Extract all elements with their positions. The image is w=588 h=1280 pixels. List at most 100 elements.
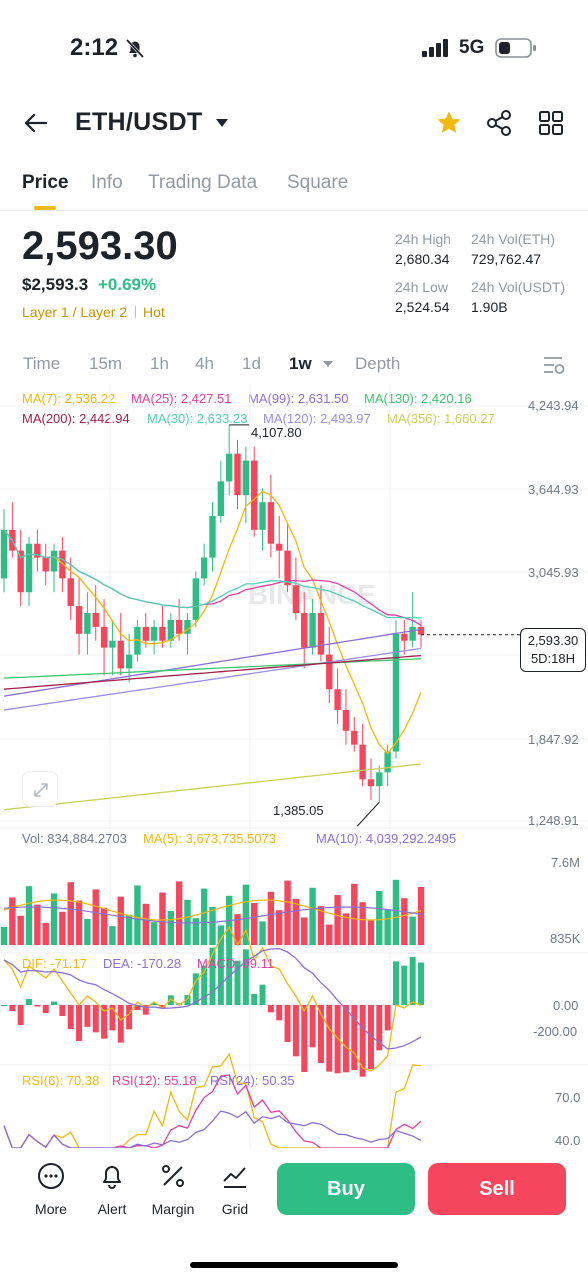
- ma99-line: [3, 628, 422, 697]
- grid-layout-icon[interactable]: [538, 110, 564, 136]
- volume-bar: [276, 910, 283, 945]
- ma356-legend: MA(356): 1,660.27: [387, 411, 495, 426]
- candle: [284, 550, 291, 586]
- volume-bar: [134, 885, 141, 945]
- candlestick-chart[interactable]: BINANCE: [0, 385, 588, 1148]
- macd-histogram-bar: [101, 1005, 108, 1039]
- rsi12-line: [3, 1074, 422, 1148]
- volume-bar: [401, 898, 408, 945]
- rsi-axis-70: 70.0: [555, 1090, 581, 1105]
- macd-histogram-bar: [409, 957, 416, 1005]
- back-arrow-icon[interactable]: [22, 110, 50, 136]
- high-annotation: 4,107.80: [251, 425, 302, 440]
- volume-bar: [125, 915, 133, 945]
- candle: [234, 453, 241, 496]
- tab-square[interactable]: Square: [287, 172, 349, 193]
- macd-histogram-bar: [359, 1005, 366, 1077]
- macd-histogram-bar: [151, 1003, 158, 1005]
- pair-title[interactable]: ETH/USDT: [75, 108, 203, 136]
- volume-bar: [200, 888, 208, 945]
- more-button[interactable]: More: [21, 1162, 81, 1217]
- interval-dropdown-icon[interactable]: [322, 360, 334, 369]
- macd-histogram-bar: [292, 1005, 299, 1057]
- macd-histogram-bar: [67, 1005, 74, 1029]
- favorite-star-icon[interactable]: [434, 109, 464, 137]
- volume-bar: [109, 926, 116, 945]
- expand-icon: [34, 783, 48, 797]
- macd-histogram-bar: [92, 1005, 99, 1033]
- volume-bar: [100, 907, 108, 945]
- fullscreen-button[interactable]: [22, 771, 58, 807]
- low-annotation: 1,385.05: [273, 803, 324, 818]
- interval-1w[interactable]: 1w: [289, 354, 312, 373]
- macd-histogram-bar: [1, 1005, 7, 1006]
- interval-depth[interactable]: Depth: [355, 354, 401, 373]
- volume-bar: [359, 902, 366, 945]
- tab-trading-data[interactable]: Trading Data: [148, 172, 258, 193]
- grid-trading-icon: [223, 1167, 246, 1188]
- volume-bar: [42, 923, 49, 945]
- volume-bar: [217, 925, 225, 945]
- current-price-tag[interactable]: 2,593.30 5D:18H: [520, 628, 586, 672]
- rsi24-legend: RSI(24): 50.35: [210, 1073, 295, 1088]
- interval-15m[interactable]: 15m: [89, 354, 123, 373]
- grid-label: Grid: [221, 1201, 249, 1217]
- interval-time[interactable]: Time: [23, 354, 61, 373]
- tab-price[interactable]: Price: [22, 172, 69, 193]
- candle: [50, 550, 58, 572]
- interval-1d[interactable]: 1d: [242, 354, 261, 373]
- volume-bar: [0, 927, 8, 945]
- macd-histogram-bar: [76, 1005, 83, 1041]
- macd-value-legend: MACD: 99.11: [197, 956, 275, 971]
- tab-info[interactable]: Info: [91, 172, 123, 193]
- volume-bar: [34, 904, 41, 945]
- margin-button[interactable]: Margin: [143, 1162, 203, 1217]
- macd-dif-line: [3, 925, 422, 1072]
- candle: [109, 640, 116, 648]
- network-type: 5G: [459, 37, 485, 58]
- candle: [409, 626, 416, 641]
- candle: [351, 730, 358, 745]
- vol-eth-label: 24h Vol(ETH): [471, 231, 556, 247]
- ma7-line: [3, 490, 422, 755]
- current-price-tag-value: 2,593.30: [527, 633, 579, 648]
- usd-price: $2,593.3: [22, 275, 89, 294]
- volume-bar: [84, 919, 91, 945]
- macd-histogram-bar: [376, 1005, 383, 1051]
- macd-histogram-bar: [276, 1005, 283, 1021]
- chart-settings-icon[interactable]: [542, 354, 566, 376]
- volume-bar: [267, 891, 275, 945]
- volume-bar: [142, 903, 149, 945]
- grid-button[interactable]: Grid: [205, 1162, 265, 1217]
- candle: [292, 585, 300, 614]
- volume-bar: [25, 886, 33, 945]
- pair-dropdown-icon[interactable]: [214, 117, 230, 129]
- ma356-line: [3, 763, 422, 811]
- macd-histogram-bar: [159, 1005, 166, 1008]
- interval-4h[interactable]: 4h: [195, 354, 214, 373]
- volume-ma5-legend: MA(5): 3,673,735.5073: [143, 831, 276, 846]
- candle: [117, 640, 124, 669]
- sell-button[interactable]: Sell: [428, 1163, 566, 1215]
- macd-histogram-bar: [259, 984, 266, 1005]
- hot-tag[interactable]: Hot: [143, 304, 165, 320]
- interval-1h[interactable]: 1h: [150, 354, 169, 373]
- volume-bar: [150, 922, 158, 945]
- volume-axis-top: 7.6M: [551, 855, 580, 870]
- volume-bar: [409, 916, 416, 945]
- category-tag[interactable]: Layer 1 / Layer 2: [22, 304, 128, 320]
- alert-button[interactable]: Alert: [82, 1162, 142, 1217]
- macd-axis-zero: 0.00: [553, 998, 579, 1013]
- macd-histogram-bar: [401, 965, 408, 1005]
- macd-histogram-bar: [309, 1005, 316, 1048]
- macd-histogram-bar: [226, 930, 233, 1005]
- candle: [267, 502, 275, 544]
- ma30-legend: MA(30): 2,633.23: [147, 411, 248, 426]
- price-axis-label: 3,045.93: [528, 565, 579, 580]
- macd-histogram-bar: [9, 1005, 16, 1011]
- share-icon[interactable]: [486, 109, 514, 137]
- watermark-text: BINANCE: [248, 579, 376, 610]
- margin-label: Margin: [151, 1201, 195, 1217]
- buy-button[interactable]: Buy: [277, 1163, 415, 1215]
- volume-bar: [392, 879, 400, 945]
